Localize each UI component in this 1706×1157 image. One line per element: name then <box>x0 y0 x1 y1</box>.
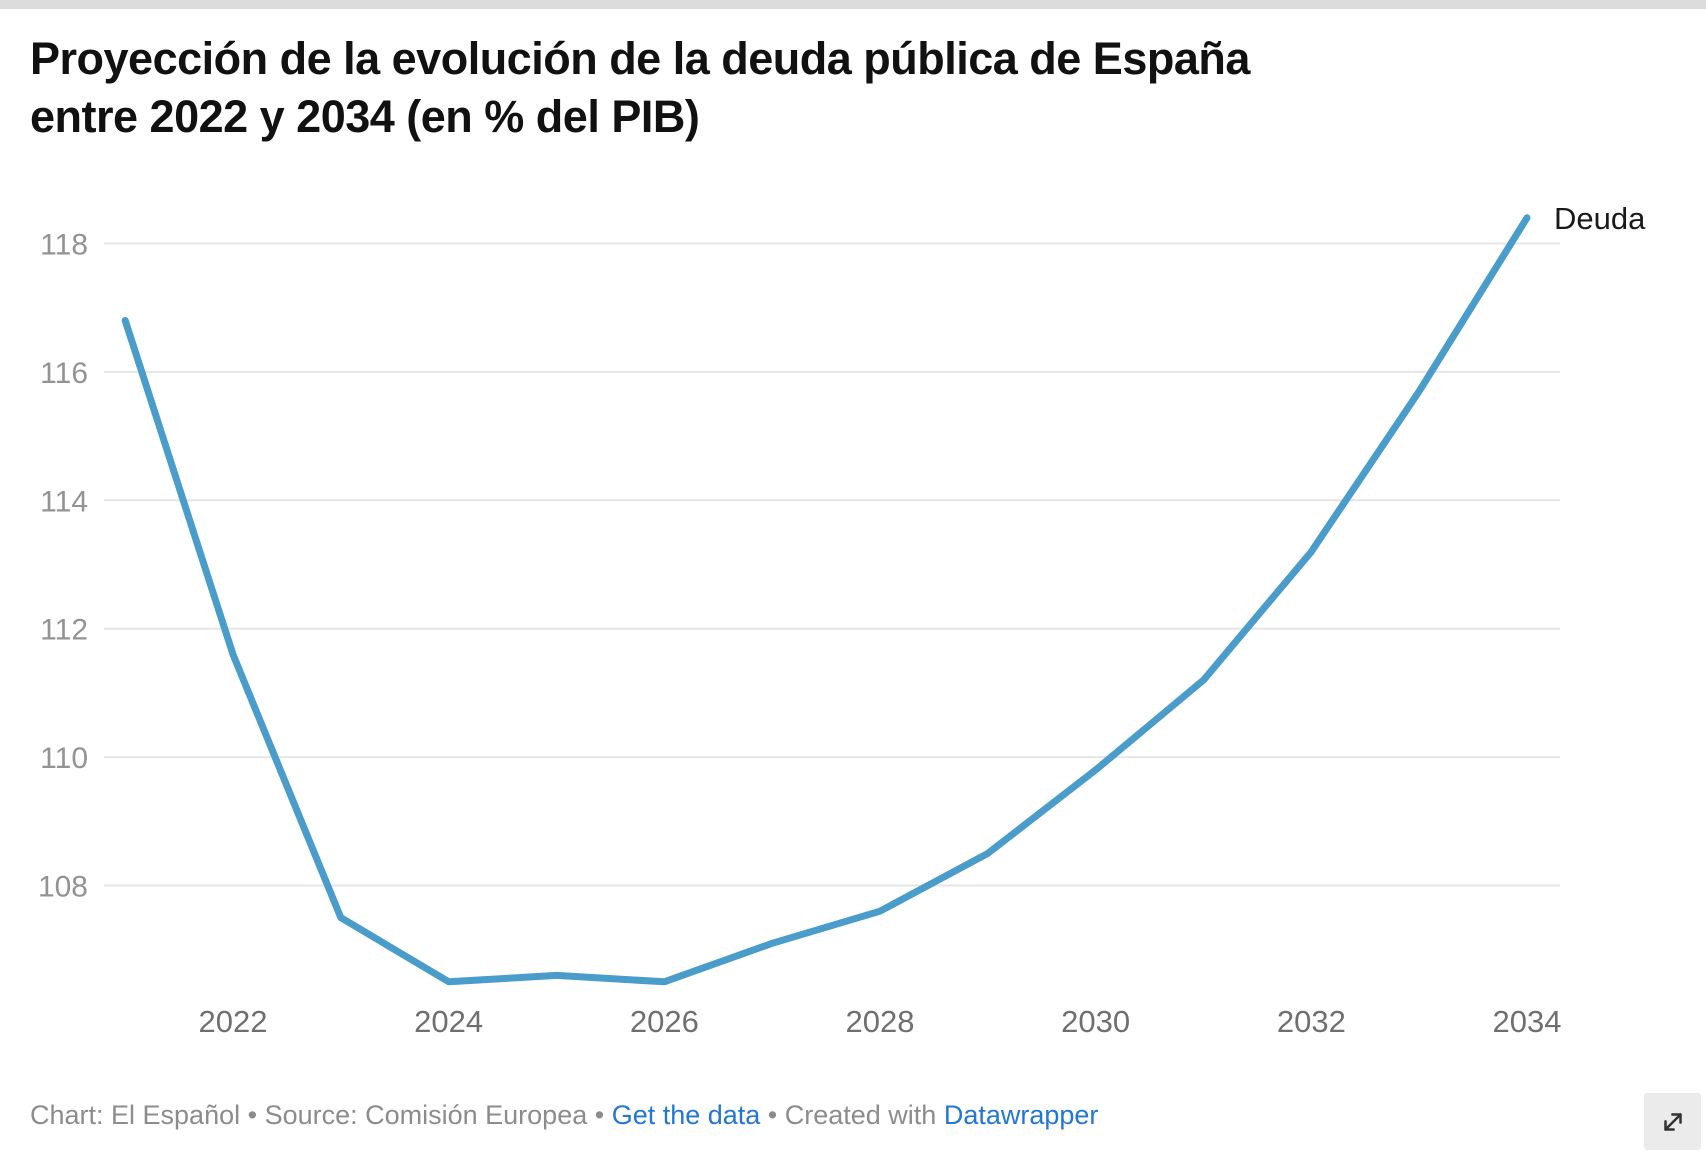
footer-credit: Chart: El Español • Source: Comisión Eur… <box>30 1100 1098 1131</box>
page-title-line-2: entre 2022 y 2034 (en % del PIB) <box>30 91 700 142</box>
x-axis-labels: 2022 2024 2026 2028 2030 2032 2034 <box>199 1004 1562 1039</box>
x-tick-label: 2034 <box>1493 1004 1562 1039</box>
x-tick-label: 2028 <box>846 1004 915 1039</box>
y-tick-label: 112 <box>40 614 88 647</box>
page-title: Proyección de la evolución de la deuda p… <box>30 30 1530 146</box>
series-label: Deuda <box>1554 201 1646 236</box>
y-tick-label: 116 <box>40 357 88 390</box>
get-the-data-link[interactable]: Get the data <box>611 1100 761 1130</box>
expand-diagonal-arrow-icon <box>1663 1112 1682 1131</box>
y-axis-labels: 108 110 112 114 116 118 <box>38 229 88 904</box>
footer-credit-text: Chart: El Español • Source: Comisión Eur… <box>30 1100 612 1130</box>
x-tick-label: 2022 <box>199 1004 268 1039</box>
datawrapper-link[interactable]: Datawrapper <box>943 1100 1099 1130</box>
x-tick-label: 2030 <box>1061 1004 1130 1039</box>
y-tick-label: 108 <box>38 871 88 904</box>
x-tick-label: 2026 <box>630 1004 699 1039</box>
x-tick-label: 2024 <box>414 1004 483 1039</box>
y-tick-label: 118 <box>40 229 88 262</box>
y-tick-label: 114 <box>40 485 88 518</box>
footer-created-with-text: • Created with <box>760 1100 944 1130</box>
gridlines-group <box>104 242 1560 887</box>
x-tick-label: 2032 <box>1277 1004 1346 1039</box>
debt-line-series <box>121 214 1531 986</box>
expand-button[interactable] <box>1644 1093 1701 1150</box>
y-tick-label: 110 <box>40 742 88 775</box>
page-title-line-1: Proyección de la evolución de la deuda p… <box>30 33 1250 84</box>
top-border <box>0 0 1706 9</box>
